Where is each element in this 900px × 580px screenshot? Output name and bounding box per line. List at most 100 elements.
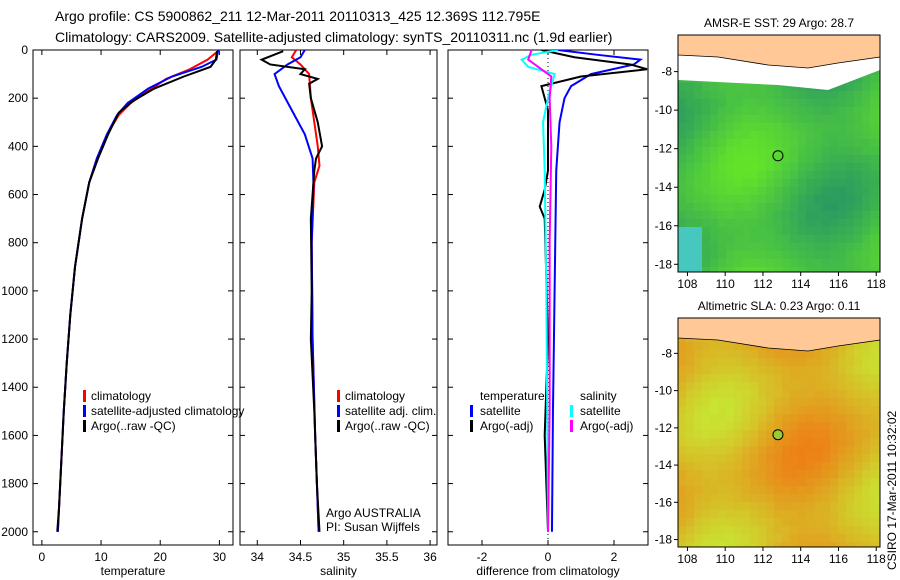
map-cell [878, 502, 880, 510]
map-cell [750, 107, 758, 115]
map-cell [878, 235, 880, 243]
map-cell [862, 179, 870, 187]
map-cell [766, 438, 774, 446]
map-cell [878, 526, 880, 534]
map-cell [734, 350, 742, 358]
x-tick-label: 112 [753, 277, 772, 291]
map-cell [694, 382, 702, 390]
map-cell [838, 374, 846, 382]
map-cell [742, 83, 750, 91]
map-cell [758, 390, 766, 398]
map-cell [878, 251, 880, 259]
map-cell [694, 163, 702, 171]
map-cell [710, 398, 718, 406]
map-cell [838, 267, 846, 272]
map-cell [718, 414, 726, 422]
map-cell [726, 115, 734, 123]
map-cell [846, 267, 854, 272]
map-cell [710, 342, 718, 350]
map-cell [774, 398, 782, 406]
map-cell [846, 203, 854, 211]
map-cell [710, 494, 718, 502]
map-cell [742, 414, 750, 422]
map-cell [742, 510, 750, 518]
map-cell [838, 382, 846, 390]
map-cell [710, 350, 718, 358]
map-cell [686, 203, 694, 211]
map-cell [734, 518, 742, 526]
map-cell [870, 542, 878, 547]
map-cell [758, 406, 766, 414]
map-cell [878, 374, 880, 382]
map-cell [774, 406, 782, 414]
map-cell [774, 478, 782, 486]
map-cell [726, 534, 734, 542]
map-cell [694, 115, 702, 123]
map-cell [758, 123, 766, 131]
map-cell [806, 147, 814, 155]
map-cell [806, 139, 814, 147]
map-cell [862, 446, 870, 454]
map-cell [854, 470, 862, 478]
x-tick-label: 0 [39, 550, 46, 564]
map-cell [838, 83, 846, 91]
map-cell [750, 195, 758, 203]
map-cell [870, 83, 878, 91]
x-axis-label: difference from climatology [476, 564, 619, 578]
map-cell [790, 422, 798, 430]
map-cell [726, 398, 734, 406]
map-cell [878, 227, 880, 235]
map-cell [694, 526, 702, 534]
map-cell [798, 107, 806, 115]
map-cell [854, 83, 862, 91]
x-tick-label: -2 [477, 550, 488, 564]
map-cell [790, 107, 798, 115]
map-cell [710, 478, 718, 486]
map-cell [734, 542, 742, 547]
map-cell [686, 267, 694, 272]
map-cell [862, 243, 870, 251]
map-title: Altimetric SLA: 0.23 Argo: 0.11 [698, 299, 861, 313]
x-axis-label: salinity [320, 564, 357, 578]
map-cell [726, 83, 734, 91]
map-cell [782, 510, 790, 518]
series-line-temperature-argo-adj- [538, 50, 648, 532]
map-cell [766, 478, 774, 486]
map-cell [830, 219, 838, 227]
map-cell [710, 147, 718, 155]
map-cell [726, 123, 734, 131]
map-cell [758, 486, 766, 494]
map-cell [854, 115, 862, 123]
x-tick-label: 34 [251, 550, 265, 564]
map-cell [734, 211, 742, 219]
map-cell [750, 382, 758, 390]
map-cell [718, 526, 726, 534]
map-cell [806, 374, 814, 382]
map-cell [806, 115, 814, 123]
map-cell [854, 139, 862, 147]
map-cell [838, 398, 846, 406]
map-cell [734, 203, 742, 211]
map-cell [694, 99, 702, 107]
map-cell [830, 422, 838, 430]
legend-swatch [337, 420, 340, 432]
map-cell [758, 374, 766, 382]
map-cell [742, 219, 750, 227]
map-cell [870, 139, 878, 147]
map-cell [686, 454, 694, 462]
map-cell [878, 358, 880, 366]
map-cell [806, 406, 814, 414]
map-cell [814, 179, 822, 187]
map-cell [742, 131, 750, 139]
map-cell [854, 203, 862, 211]
map-cell [686, 534, 694, 542]
title-line-1: Argo profile: CS 5900862_211 12-Mar-2011… [55, 8, 540, 24]
map-cell [830, 147, 838, 155]
map-cell [854, 91, 862, 99]
map-cell [702, 438, 710, 446]
map-cell [694, 542, 702, 547]
map-cell [718, 139, 726, 147]
map-cell [710, 115, 718, 123]
map-cell [774, 358, 782, 366]
map-cell [678, 147, 686, 155]
